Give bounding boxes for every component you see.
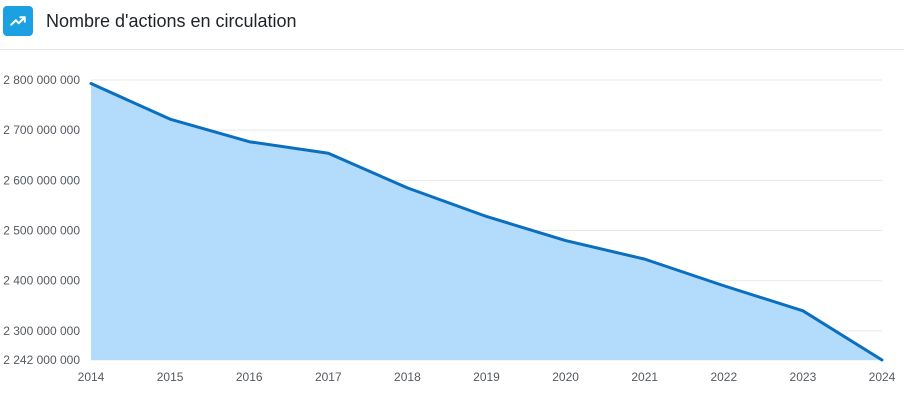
- y-axis-ticks: 2 242 000 000 2 300 000 000 2 400 000 000 2…: [3, 73, 80, 367]
- data-point: [88, 81, 94, 87]
- data-point: [642, 256, 648, 262]
- x-tick-label: 2018: [394, 370, 421, 384]
- y-tick-label: 2 242 000 000: [3, 353, 80, 367]
- x-axis-ticks: 2014 2015 2016 2017 2018 2019 2020 2021 2022 2023…: [78, 370, 896, 384]
- chart-header: Nombre d'actions en circulation: [0, 0, 904, 50]
- area-fill: [91, 83, 882, 360]
- y-tick-label: 2 500 000 000: [3, 224, 80, 238]
- x-tick-label: 2021: [631, 370, 658, 384]
- data-point: [721, 283, 727, 289]
- x-tick-label: 2020: [552, 370, 579, 384]
- shares-outstanding-chart: 2 242 000 000 2 300 000 000 2 400 000 000 2…: [3, 73, 896, 384]
- x-tick-label: 2016: [236, 370, 263, 384]
- y-tick-label: 2 300 000 000: [3, 324, 80, 338]
- data-point: [484, 213, 490, 219]
- data-point: [879, 357, 885, 363]
- x-tick-label: 2015: [157, 370, 184, 384]
- area-series: [88, 81, 885, 363]
- chart-title: Nombre d'actions en circulation: [46, 11, 297, 31]
- data-point: [325, 150, 331, 156]
- y-tick-label: 2 600 000 000: [3, 173, 80, 187]
- data-point: [246, 139, 252, 145]
- x-tick-label: 2017: [315, 370, 342, 384]
- x-tick-label: 2019: [473, 370, 500, 384]
- y-tick-label: 2 800 000 000: [3, 73, 80, 87]
- x-tick-label: 2023: [790, 370, 817, 384]
- series-line: [89, 82, 884, 362]
- trending-up-icon-glyph: [10, 16, 26, 26]
- y-tick-label: 2 400 000 000: [3, 274, 80, 288]
- data-point: [404, 185, 410, 191]
- x-tick-label: 2024: [869, 370, 896, 384]
- data-point: [800, 308, 806, 314]
- x-tick-label: 2014: [78, 370, 105, 384]
- y-tick-label: 2 700 000 000: [3, 123, 80, 137]
- trending-up-icon: [3, 6, 33, 36]
- data-point: [563, 238, 569, 244]
- x-tick-label: 2022: [710, 370, 737, 384]
- data-point: [167, 116, 173, 122]
